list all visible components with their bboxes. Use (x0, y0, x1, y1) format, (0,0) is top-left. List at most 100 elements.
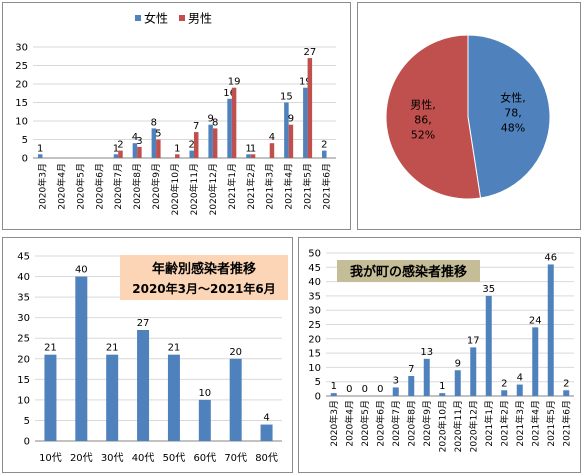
y-tick-label: 30 (17, 313, 30, 324)
data-label: 2 (117, 140, 123, 151)
data-label: 1 (245, 143, 251, 154)
data-label: 19 (299, 77, 312, 88)
y-tick-label: 0 (22, 154, 28, 165)
bar-male (118, 150, 123, 158)
bar-female (37, 154, 43, 158)
y-tick-label: 35 (17, 293, 30, 304)
data-label: 15 (280, 92, 293, 103)
bar-town (563, 390, 570, 396)
x-tick-label: 2021年4月 (283, 163, 295, 210)
bar-age (260, 424, 273, 441)
bar-town (470, 347, 477, 396)
y-tick-label: 50 (308, 249, 321, 260)
bar-male (269, 143, 275, 158)
data-label: 8 (151, 117, 157, 128)
bar-town (485, 295, 492, 396)
data-label: 46 (544, 252, 557, 263)
x-tick-label: 2020年6月 (93, 163, 105, 210)
data-label: 9 (207, 114, 213, 125)
data-label: 21 (44, 343, 57, 354)
y-tick-label: 0 (24, 437, 30, 448)
y-tick-label: 25 (15, 61, 28, 72)
bar-female (227, 98, 232, 158)
y-tick-label: 25 (17, 334, 30, 345)
bar-female (113, 154, 119, 158)
bar-female (189, 150, 194, 158)
x-tick-label: 2021年6月 (321, 163, 333, 210)
y-tick-label: 5 (24, 416, 30, 427)
x-tick-label: 2020年12月 (207, 163, 219, 215)
data-label: 2 (321, 140, 327, 151)
bar-town (501, 390, 508, 396)
bar-age (198, 399, 211, 441)
x-tick-label: 2020年10月 (169, 163, 181, 215)
y-tick-label: 15 (17, 375, 30, 386)
legend-label: 女性 (144, 11, 168, 26)
gender-monthly-panel: 0 5 10 15 20 25 30 1 1 4 8 2 9 16 1 15 19 2 2 3 5 1 7 8 19 1 4 9 27 2… (2, 2, 351, 230)
data-label: 13 (420, 347, 433, 358)
y-tick-label: 20 (17, 354, 30, 365)
x-tick-label: 30代 (101, 452, 124, 464)
gender-pie-panel: 女性, 78, 48% 男性, 86, 52% (357, 2, 581, 230)
y-tick-label: 20 (308, 334, 321, 345)
bar-female (151, 128, 157, 158)
y-tick-label: 30 (308, 306, 321, 317)
y-tick-label: 35 (308, 291, 321, 302)
x-tick-label: 2020年4月 (55, 163, 67, 210)
pie-label-value: 86, (414, 113, 432, 126)
gender-pie-chart: 女性, 78, 48% 男性, 86, 52% (385, 34, 551, 200)
bar-female (303, 87, 308, 158)
data-label: 4 (263, 413, 269, 424)
y-tick-label: 0 (315, 392, 321, 403)
chart-subtitle: 2020年3月～2021年6月 (132, 281, 276, 296)
bar-male (307, 58, 313, 158)
data-label: 1 (331, 381, 337, 392)
pie-label-percent: 48% (501, 122, 525, 135)
data-label: 27 (137, 318, 150, 329)
x-tick-label: 2020年6月 (374, 400, 386, 447)
x-tick-label: 2020年3月 (328, 400, 340, 447)
y-tick-label: 10 (308, 363, 321, 374)
data-label: 10 (198, 388, 211, 399)
legend-swatch-female (135, 15, 141, 21)
title-box (337, 260, 480, 282)
x-tick-label: 2020年8月 (405, 400, 417, 447)
x-tick-label: 2021年5月 (302, 163, 314, 210)
x-tick-label: 2021年6月 (560, 400, 572, 447)
data-label: 4 (269, 132, 275, 143)
bar-age (167, 354, 180, 441)
chart-title: 年齢別感染者推移 (152, 261, 256, 277)
town-panel: 0 5 10 15 20 25 30 35 40 45 50 1 0 0 0 3 7 13 1 9 17 35 2 4 24 46… (298, 237, 581, 473)
x-tick-label: 2020年4月 (343, 400, 355, 447)
x-tick-label: 10代 (39, 452, 62, 464)
data-label: 4 (517, 373, 523, 384)
data-label: 3 (393, 375, 399, 386)
y-tick-label: 45 (17, 252, 30, 263)
y-tick-label: 45 (308, 263, 321, 274)
y-tick-label: 15 (15, 98, 28, 109)
data-label: 4 (132, 132, 138, 143)
data-label: 40 (75, 265, 88, 276)
x-tick-label: 80代 (255, 452, 278, 464)
data-label: 1 (113, 143, 119, 154)
x-tick-label: 2020年10月 (436, 400, 448, 452)
x-tick-label: 2020年9月 (421, 400, 433, 447)
data-label: 7 (408, 364, 414, 375)
bar-town (454, 370, 461, 396)
pie-label-percent: 52% (411, 128, 435, 141)
data-label: 17 (467, 335, 480, 346)
pie-label-name: 男性, (410, 97, 436, 111)
age-panel: 0 5 10 15 20 25 30 35 40 45 21 40 21 27 21 10 20 4 10代 20代 3… (2, 237, 293, 473)
bar-female (322, 150, 327, 158)
chart-title: 我が町の感染者推移 (350, 264, 467, 280)
x-tick-label: 2021年2月 (498, 400, 510, 447)
data-label: 3 (136, 136, 142, 147)
data-label: 19 (228, 77, 241, 88)
x-tick-label: 20代 (70, 452, 93, 464)
data-label: 1 (250, 143, 256, 154)
x-tick-label: 40代 (132, 452, 155, 464)
pie-slice-female (467, 34, 551, 199)
data-label: 0 (377, 384, 383, 395)
